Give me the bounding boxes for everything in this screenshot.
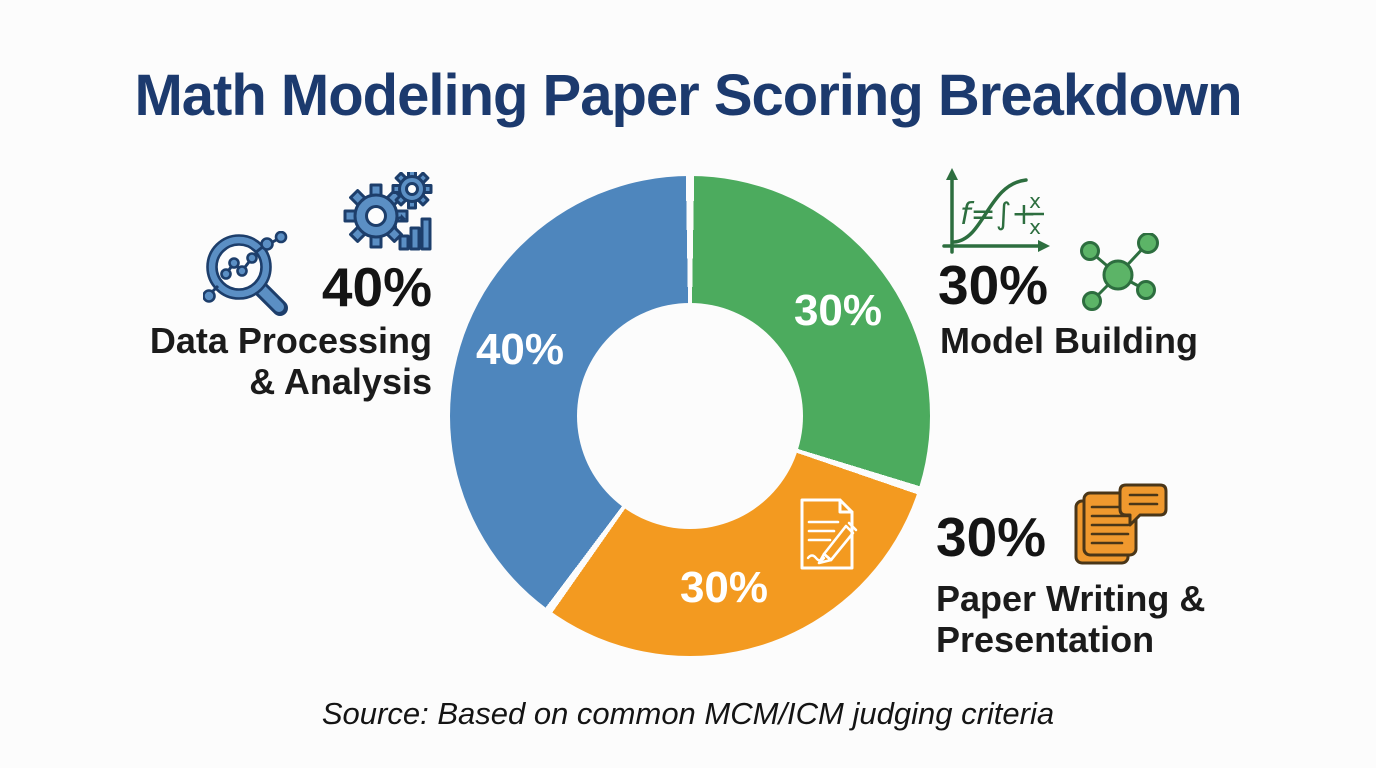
label-paper-writing-line2: Presentation bbox=[936, 619, 1155, 660]
percent-model-building: 30% bbox=[938, 254, 1049, 316]
donut-chart: 40% 30% 30% bbox=[450, 176, 930, 656]
documents-chat-icon bbox=[1074, 483, 1168, 565]
source-note: Source: Based on common MCM/ICM judging … bbox=[321, 696, 1055, 731]
formula-graph-icon: f=∫+ x x bbox=[942, 168, 1050, 254]
label-paper-writing: Paper Writing & Presentation bbox=[936, 578, 1205, 660]
label-model-building: Model Building bbox=[940, 320, 1198, 361]
donut-hole bbox=[577, 303, 803, 529]
magnifier-chart-icon bbox=[203, 231, 288, 316]
slice-label-model-building: 30% bbox=[793, 286, 883, 335]
label-data-processing-line1: Data Processing bbox=[149, 320, 432, 361]
percent-data-processing: 40% bbox=[321, 256, 432, 318]
percent-paper-writing: 30% bbox=[936, 506, 1047, 568]
label-data-processing: Data Processing & Analysis bbox=[100, 320, 432, 402]
label-data-processing-line2: & Analysis bbox=[249, 361, 432, 402]
formula-frac-bottom: x bbox=[1029, 215, 1041, 239]
label-paper-writing-line1: Paper Writing & bbox=[936, 578, 1206, 619]
gears-bar-chart-icon bbox=[343, 172, 433, 251]
formula-frac-top: x bbox=[1029, 189, 1041, 213]
paper-pencil-icon bbox=[800, 498, 858, 570]
formula-lhs-text: f=∫+ bbox=[960, 197, 1036, 232]
slice-label-paper-writing: 30% bbox=[679, 563, 769, 612]
page-title: Math Modeling Paper Scoring Breakdown bbox=[134, 63, 1242, 128]
molecule-network-icon bbox=[1080, 233, 1159, 311]
slice-label-data-processing: 40% bbox=[475, 325, 565, 374]
